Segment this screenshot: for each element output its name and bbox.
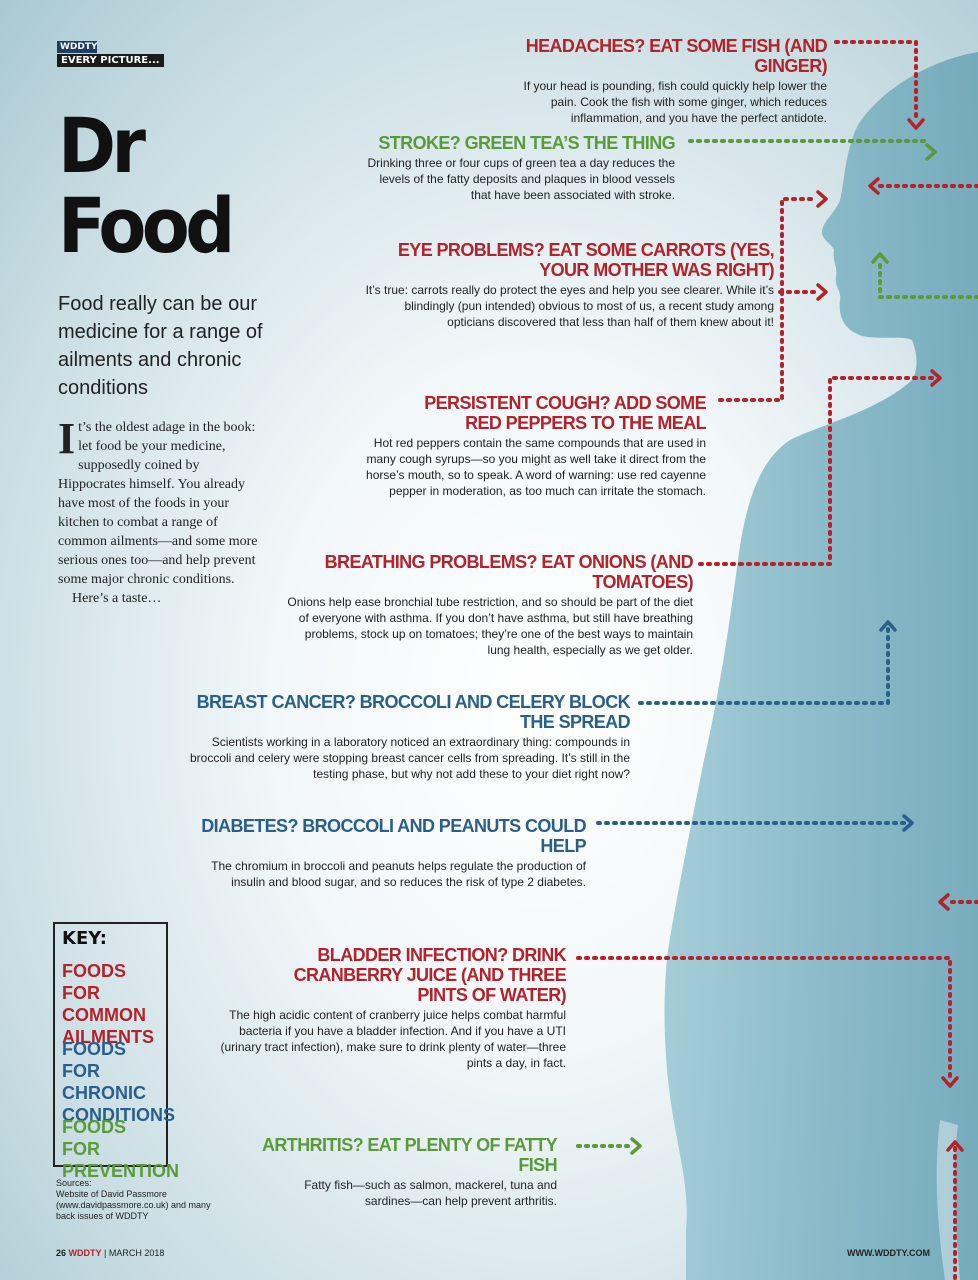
sources: Sources: Website of David Passmore (www.… (56, 1178, 226, 1222)
throat-green-arrowhead-icon (871, 252, 889, 264)
breast-cancer-connector-line (638, 626, 890, 705)
entry-body: It’s true: carrots really do protect the… (365, 283, 774, 329)
entry-eye-problems: EYE PROBLEMS? EAT SOME CARROTS (YES, YOU… (354, 240, 775, 330)
entry-heading: PERSISTENT COUGH? ADD SOME RED PEPPERS T… (424, 393, 706, 433)
eye-mid-arrowhead-icon (816, 283, 828, 301)
color-key: KEY: FOODS FOR COMMON AILMENTS FOODS FOR… (53, 922, 179, 1181)
entry-heading: BREAST CANCER? BROCCOLI AND CELERY BLOCK… (196, 692, 631, 732)
page-subtitle: Food really can be our medicine for a ra… (58, 293, 263, 399)
stroke-arrowhead-icon (925, 143, 937, 161)
breathing-connector-line (698, 376, 934, 566)
throat-green-connector-line (878, 258, 978, 299)
intro-text: t’s the oldest adage in the book: let fo… (58, 420, 258, 587)
breathing-arrowhead-icon (930, 369, 942, 387)
headache-connector-line (834, 40, 918, 120)
drop-cap: I (58, 414, 76, 463)
entry-diabetes: DIABETES? BROCCOLI AND PEANUTS COULD HEL… (186, 816, 586, 890)
footer-separator: | (104, 1248, 107, 1258)
entry-breast-cancer: BREAST CANCER? BROCCOLI AND CELERY BLOCK… (170, 692, 631, 782)
eye-top-connector-line (780, 197, 818, 294)
intro-closing: Here’s a taste… (72, 591, 162, 606)
entry-headaches: HEADACHES? EAT SOME FISH (AND GINGER) If… (497, 36, 827, 126)
page-number: 26 (56, 1248, 67, 1258)
entry-body: The chromium in broccoli and peanuts hel… (211, 859, 586, 889)
silhouette-head (664, 52, 978, 1280)
breast-cancer-arrowhead-icon (879, 620, 897, 632)
entry-heading: BREATHING PROBLEMS? EAT ONIONS (AND TOMA… (324, 552, 694, 592)
arthritis-arrowhead-icon (630, 1137, 642, 1155)
key-title: KEY: (62, 928, 107, 949)
entry-heading: EYE PROBLEMS? EAT SOME CARROTS (YES, YOU… (397, 240, 775, 280)
entry-body: Drinking three or four cups of green tea… (367, 156, 675, 202)
bladder-connector-line (576, 956, 952, 1080)
entry-heading: ARTHRITIS? EAT PLENTY OF FATTY FISH (262, 1135, 558, 1175)
entry-heading: BLADDER INFECTION? DRINK CRANBERRY JUICE… (293, 945, 567, 1005)
hand-arrowhead-icon (946, 1140, 964, 1152)
entry-body: Fatty fish—such as salmon, mackerel, tun… (304, 1178, 557, 1208)
bladder-right-arrowhead-icon (938, 893, 950, 911)
entry-body: Hot red peppers contain the same compoun… (366, 436, 706, 498)
brand-logo: WDDTY (57, 41, 98, 53)
entry-stroke: STROKE? GREEN TEA’S THE THING Drinking t… (365, 133, 675, 203)
entry-heading: HEADACHES? EAT SOME FISH (AND GINGER) (525, 36, 828, 76)
section-name: EVERY PICTURE... (57, 54, 164, 67)
entry-body: Scientists working in a laboratory notic… (190, 735, 630, 781)
sources-text: Website of David Passmore (www.davidpass… (56, 1189, 211, 1221)
title-line-1: Dr (58, 101, 146, 190)
key-item-prevention: FOODS FOR PREVENTION (62, 1117, 180, 1181)
entry-heading: STROKE? GREEN TEA’S THE THING (378, 133, 675, 153)
sources-label: Sources: (56, 1178, 92, 1188)
entry-arthritis: ARTHRITIS? EAT PLENTY OF FATTY FISH Fatt… (257, 1135, 558, 1209)
headache-arrowhead-icon (907, 118, 925, 130)
entry-heading: DIABETES? BROCCOLI AND PEANUTS COULD HEL… (201, 816, 586, 856)
key-item-chronic-conditions: FOODS FOR CHRONIC CONDITIONS (62, 1039, 176, 1125)
entry-body: Onions help ease bronchial tube restrict… (287, 595, 693, 657)
head-red-arrowhead-icon (868, 177, 880, 195)
diabetes-arrowhead-icon (902, 814, 914, 832)
footer-left: 26 WDDTY | MARCH 2018 (56, 1248, 164, 1258)
entry-body: If your head is pounding, fish could qui… (523, 79, 827, 125)
eye-vertical-connector-line (718, 290, 784, 402)
entry-body: The high acidic content of cranberry jui… (220, 1008, 566, 1070)
key-item-common-ailments: FOODS FOR COMMON AILMENTS (62, 961, 154, 1047)
entry-bladder-infection: BLADDER INFECTION? DRINK CRANBERRY JUICE… (206, 945, 567, 1071)
footer-brand: WDDTY (68, 1248, 102, 1258)
footer-url: WWW.WDDTY.COM (847, 1248, 930, 1258)
bladder-arrowhead-icon (941, 1076, 959, 1088)
eye-top-arrowhead-icon (816, 190, 828, 208)
entry-breathing-problems: BREATHING PROBLEMS? EAT ONIONS (AND TOMA… (283, 552, 693, 658)
footer-date: MARCH 2018 (108, 1248, 165, 1258)
section-label: WDDTY EVERY PICTURE... (57, 41, 164, 67)
silhouette-arm-gap (936, 1120, 960, 1280)
entry-persistent-cough: PERSISTENT COUGH? ADD SOME RED PEPPERS T… (356, 393, 707, 499)
page-title: Dr Food (58, 101, 235, 270)
title-line-2: Food (58, 181, 235, 270)
